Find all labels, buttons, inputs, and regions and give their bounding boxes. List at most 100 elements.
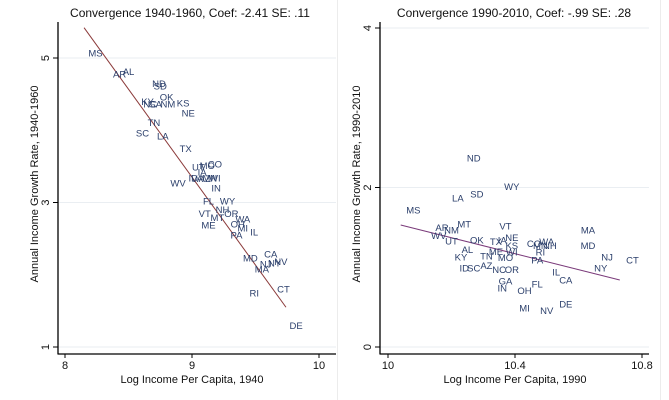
y-tick-label: 2: [362, 184, 374, 190]
data-point-label: KY: [141, 97, 154, 108]
data-point-label: MO: [498, 253, 513, 264]
chart-title: Convergence 1990-2010, Coef: -.99 SE: .2…: [397, 6, 631, 20]
data-point-label: MN: [202, 173, 217, 184]
data-point-label: IN: [498, 283, 508, 294]
x-tick-label: 10.4: [504, 360, 525, 372]
data-point-label: GA: [499, 276, 513, 287]
data-point-label: LA: [157, 132, 169, 143]
data-point-label: WA: [235, 215, 251, 226]
data-point-label: NM: [444, 225, 459, 236]
data-point-label: LA: [452, 193, 464, 204]
data-point-label: SC: [467, 264, 480, 275]
data-point-label: MT: [211, 213, 225, 224]
chart-title: Convergence 1940-1960, Coef: -2.41 SE: .…: [70, 6, 310, 20]
data-point-label: SC: [136, 129, 149, 140]
data-point-label: RI: [536, 248, 546, 259]
data-point-label: CT: [626, 256, 639, 267]
data-point-label: TN: [148, 118, 161, 129]
data-point-label: UT: [192, 163, 205, 174]
data-point-label: NJ: [260, 259, 272, 270]
data-point-label: IL: [250, 228, 258, 239]
data-point-label: ID: [189, 173, 199, 184]
data-point-label: ME: [201, 220, 215, 231]
y-tick-label: 4: [362, 25, 374, 31]
y-tick-label: 0: [362, 344, 374, 350]
data-point-label: ME: [489, 247, 503, 258]
x-tick-label: 8: [62, 360, 68, 372]
data-point-label: NH: [543, 241, 557, 252]
data-point-label: ND: [152, 79, 166, 90]
data-point-label: MS: [406, 205, 420, 216]
data-point-label: AL: [123, 67, 135, 78]
data-point-label: WA: [539, 237, 555, 248]
data-point-label: NE: [505, 233, 518, 244]
data-point-label: NC: [492, 265, 506, 276]
data-point-label: AL: [462, 245, 474, 256]
data-point-label: WI: [506, 248, 518, 259]
data-point-label: OR: [224, 209, 238, 220]
data-point-label: SD: [470, 189, 483, 200]
data-point-label: MD: [581, 241, 596, 252]
x-tick-label: 9: [189, 360, 195, 372]
data-point-label: AZ: [480, 261, 492, 272]
data-point-label: NC: [143, 100, 157, 111]
data-point-label: MO: [200, 161, 215, 172]
y-axis-label: Annual Income Growth Rate, 1940-1960: [29, 86, 41, 283]
data-point-label: NH: [216, 205, 230, 216]
data-point-label: MN: [533, 241, 548, 252]
data-point-label: IA: [498, 236, 508, 247]
data-point-label: CO: [208, 160, 222, 171]
data-point-label: OK: [160, 93, 174, 104]
data-point-label: AR: [435, 223, 448, 234]
data-point-label: SD: [154, 82, 167, 93]
data-point-label: CO: [527, 239, 541, 250]
data-point-label: NY: [594, 264, 608, 275]
chart-convergence-1990-2010: Convergence 1990-2010, Coef: -.99 SE: .2…: [351, 6, 653, 386]
data-point-label: MI: [519, 303, 530, 314]
data-point-label: WV: [431, 231, 447, 242]
data-point-label: WY: [220, 197, 236, 208]
data-point-label: IN: [211, 184, 221, 195]
data-point-label: MI: [238, 223, 249, 234]
data-point-label: TN: [480, 252, 493, 263]
data-point-label: NV: [540, 306, 554, 317]
data-point-label: ID: [459, 264, 469, 275]
data-point-label: IL: [552, 268, 560, 279]
data-point-label: WI: [209, 173, 221, 184]
data-point-label: OH: [517, 286, 531, 297]
regression-line: [83, 27, 287, 308]
data-point-label: MT: [457, 220, 471, 231]
data-point-label: PA: [531, 256, 544, 267]
data-point-label: NY: [268, 259, 282, 270]
data-point-label: RI: [249, 288, 259, 299]
regression-line: [400, 224, 620, 281]
data-point-label: WY: [504, 182, 520, 193]
data-point-label: IA: [198, 168, 208, 179]
data-point-label: NV: [274, 257, 288, 268]
data-point-label: KY: [455, 252, 468, 263]
x-tick-label: 10: [313, 360, 325, 372]
data-point-label: KS: [177, 98, 190, 109]
data-point-label: ND: [467, 153, 481, 164]
x-axis-label: Log Income Per Capita, 1940: [120, 374, 263, 386]
y-axis-label: Annual Income Growth Rate, 1990-2010: [351, 86, 363, 283]
data-point-label: DE: [290, 321, 303, 332]
data-point-label: WV: [170, 178, 186, 189]
data-point-label: VA: [191, 174, 204, 185]
data-point-label: OH: [231, 220, 245, 231]
data-point-label: NE: [182, 108, 195, 119]
data-point-label: MS: [88, 48, 102, 59]
panel-divider: [337, 0, 338, 400]
x-tick-label: 10.8: [631, 360, 652, 372]
data-point-label: CT: [277, 285, 290, 296]
data-point-label: CA: [264, 249, 278, 260]
data-point-label: UT: [445, 236, 458, 247]
data-point-label: VT: [199, 209, 211, 220]
x-tick-label: 10: [382, 360, 394, 372]
data-point-label: MD: [243, 254, 258, 265]
y-tick-label: 5: [40, 55, 52, 61]
data-point-label: TX: [180, 144, 193, 155]
data-point-label: GA: [148, 100, 162, 111]
y-tick-label: 1: [40, 344, 52, 350]
